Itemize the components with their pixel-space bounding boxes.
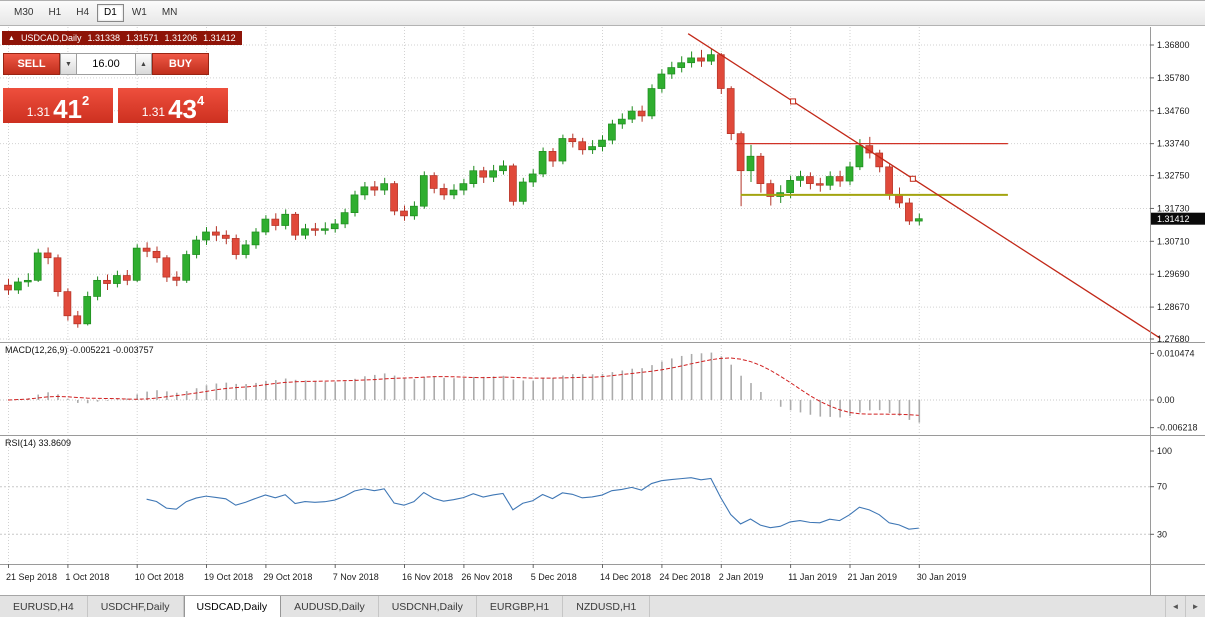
date-axis: 21 Sep 2018 1 Oct 2018 10 Oct 2018 19 Oct 2… [6, 564, 966, 582]
svg-text:21 Sep 2018: 21 Sep 2018 [6, 572, 57, 582]
tab-scroll-left-icon[interactable]: ◄ [1165, 596, 1185, 617]
sell-price-main: 1.31 [26, 105, 51, 119]
volume-increase-button[interactable]: ▲ [135, 53, 152, 75]
timeframe-toolbar: M30 H1 H4 D1 W1 MN [0, 1, 1205, 26]
triangle-down-icon: ▼ [65, 60, 72, 68]
buy-button[interactable]: BUY [152, 53, 209, 75]
svg-text:1.32750: 1.32750 [1157, 171, 1190, 181]
symbol-ohlc-bar: ▲ USDCAD,Daily 1.31338 1.31571 1.31206 1… [2, 31, 242, 45]
collapse-panel-icon[interactable]: ▲ [8, 34, 15, 42]
chart-tab-bar: EURUSD,H4 USDCHF,Daily USDCAD,Daily AUDU… [0, 595, 1205, 617]
tab-usdcnh-daily[interactable]: USDCNH,Daily [379, 596, 477, 617]
svg-text:0.010474: 0.010474 [1157, 348, 1195, 358]
tab-usdchf-daily[interactable]: USDCHF,Daily [88, 596, 184, 617]
trade-controls-row: SELL ▼ ▲ BUY [3, 53, 233, 75]
volume-decrease-button[interactable]: ▼ [60, 53, 77, 75]
grid-layer [0, 27, 1150, 564]
triangle-up-icon: ▲ [140, 60, 147, 68]
svg-text:1.28670: 1.28670 [1157, 302, 1190, 312]
trade-quotes-row: 1.31 41 2 1.31 43 4 [3, 88, 233, 123]
svg-text:7 Nov 2018: 7 Nov 2018 [333, 572, 379, 582]
tf-button-m30[interactable]: M30 [7, 4, 40, 22]
svg-text:24 Dec 2018: 24 Dec 2018 [659, 572, 710, 582]
svg-text:1.31730: 1.31730 [1157, 203, 1190, 213]
rsi-layer [146, 477, 919, 530]
svg-text:-0.006218: -0.006218 [1157, 423, 1198, 433]
svg-text:0.00: 0.00 [1157, 395, 1175, 405]
svg-text:100: 100 [1157, 446, 1172, 456]
svg-text:1.35780: 1.35780 [1157, 73, 1190, 83]
ohlc-open: 1.31338 [87, 33, 120, 43]
tf-button-h1[interactable]: H1 [41, 4, 68, 22]
sell-price-point: 2 [82, 93, 90, 108]
svg-text:1.29690: 1.29690 [1157, 269, 1190, 279]
svg-text:30: 30 [1157, 529, 1167, 539]
price-scale: 1.36800 1.35780 1.34760 1.33740 1.32750 1.317… [1150, 40, 1205, 539]
tab-scroll-right-icon[interactable]: ► [1185, 596, 1205, 617]
svg-text:1.30710: 1.30710 [1157, 236, 1190, 246]
svg-text:1.36800: 1.36800 [1157, 40, 1190, 50]
svg-text:70: 70 [1157, 482, 1167, 492]
buy-price-main: 1.31 [141, 105, 166, 119]
sell-button[interactable]: SELL [3, 53, 60, 75]
drawings-layer [687, 33, 1161, 339]
svg-text:10 Oct 2018: 10 Oct 2018 [135, 572, 184, 582]
svg-text:2 Jan 2019: 2 Jan 2019 [719, 572, 764, 582]
svg-text:1.31412: 1.31412 [1157, 214, 1190, 224]
tab-audusd-daily[interactable]: AUDUSD,Daily [281, 596, 379, 617]
svg-text:14 Dec 2018: 14 Dec 2018 [600, 572, 651, 582]
sell-price-pips: 41 [53, 93, 83, 124]
tab-eurusd-h4[interactable]: EURUSD,H4 [0, 596, 88, 617]
rsi-label: RSI(14) 33.8609 [5, 438, 72, 448]
tab-eurgbp-h1[interactable]: EURGBP,H1 [477, 596, 564, 617]
macd-layer [7, 352, 921, 423]
svg-text:19 Oct 2018: 19 Oct 2018 [204, 572, 253, 582]
tab-usdcad-daily[interactable]: USDCAD,Daily [183, 596, 282, 617]
buy-price-pips: 43 [168, 93, 198, 124]
tab-nzdusd-h1[interactable]: NZDUSD,H1 [563, 596, 651, 617]
symbol-name: USDCAD,Daily [20, 33, 82, 43]
svg-text:1.33740: 1.33740 [1157, 139, 1190, 149]
candles-layer [4, 48, 923, 328]
svg-text:26 Nov 2018: 26 Nov 2018 [461, 572, 512, 582]
svg-text:21 Jan 2019: 21 Jan 2019 [848, 572, 898, 582]
chart-canvas[interactable]: 1.368001.357801.347601.337401.327501.317… [0, 27, 1205, 597]
svg-text:5 Dec 2018: 5 Dec 2018 [531, 572, 577, 582]
svg-text:1.27680: 1.27680 [1157, 334, 1190, 344]
buy-quote[interactable]: 1.31 43 4 [118, 88, 228, 123]
svg-text:30 Jan 2019: 30 Jan 2019 [917, 572, 967, 582]
bid-price-label [1151, 212, 1205, 225]
buy-price-point: 4 [197, 93, 205, 108]
tab-scroll-buttons: ◄ ► [1165, 596, 1205, 617]
svg-text:16 Nov 2018: 16 Nov 2018 [402, 572, 453, 582]
svg-text:1 Oct 2018: 1 Oct 2018 [65, 572, 109, 582]
macd-label: MACD(12,26,9) -0.005221 -0.003757 [5, 345, 154, 355]
tf-button-h4[interactable]: H4 [69, 4, 96, 22]
volume-input[interactable] [77, 53, 135, 75]
svg-text:29 Oct 2018: 29 Oct 2018 [263, 572, 312, 582]
ohlc-close: 1.31412 [203, 33, 236, 43]
sell-quote[interactable]: 1.31 41 2 [3, 88, 113, 123]
svg-text:11 Jan 2019: 11 Jan 2019 [788, 572, 837, 582]
one-click-trading-panel: SELL ▼ ▲ BUY 1.31 41 2 1.31 43 4 [3, 53, 233, 123]
tf-button-mn[interactable]: MN [155, 4, 185, 22]
ohlc-high: 1.31571 [126, 33, 159, 43]
chart-region: 1.36800 1.35780 1.34760 1.33740 1.32750 1.317… [0, 27, 1205, 597]
ohlc-low: 1.31206 [164, 33, 198, 43]
tf-button-d1[interactable]: D1 [97, 4, 124, 22]
tf-button-w1[interactable]: W1 [125, 4, 154, 22]
svg-text:1.34760: 1.34760 [1157, 106, 1190, 116]
